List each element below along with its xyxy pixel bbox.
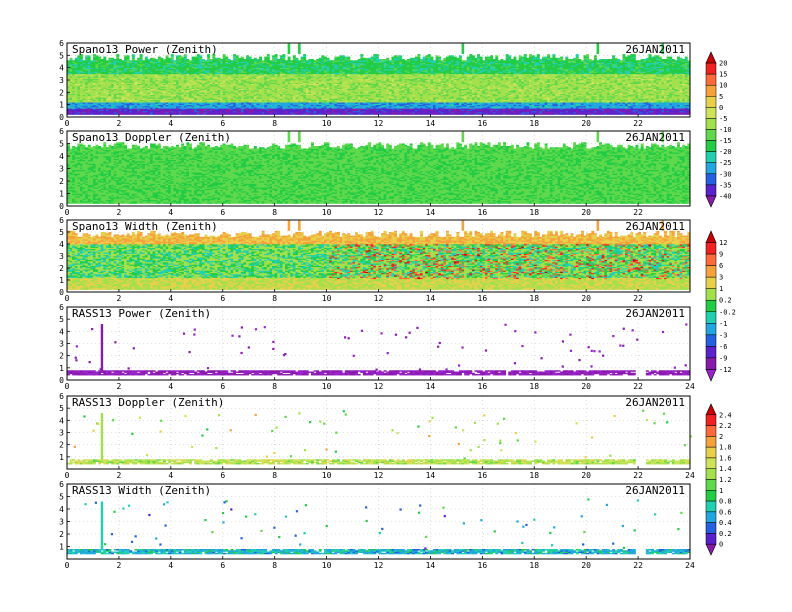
data-cell <box>308 59 311 61</box>
data-cell <box>173 60 176 62</box>
data-cell <box>122 60 125 62</box>
data-cell <box>254 58 257 60</box>
data-cell <box>103 57 106 59</box>
data-cell <box>109 58 112 60</box>
data-cell <box>233 54 236 56</box>
data-cell <box>90 60 93 62</box>
data-cell <box>75 58 78 60</box>
data-cell <box>334 57 337 59</box>
data-cell <box>259 57 262 59</box>
data-cell <box>282 54 285 56</box>
data-cell <box>119 59 122 61</box>
data-cell <box>275 54 278 56</box>
data-cell <box>277 59 280 61</box>
data-cell <box>192 57 195 59</box>
data-cell <box>285 60 288 62</box>
data-cell <box>137 58 140 60</box>
data-cell <box>70 58 73 60</box>
data-cell <box>142 60 145 62</box>
data-cell <box>264 57 267 59</box>
data-cell <box>303 54 306 56</box>
data-cell <box>319 58 322 60</box>
data-cell <box>158 57 161 59</box>
data-cell <box>155 59 158 61</box>
data-cell <box>153 58 156 60</box>
data-cell <box>257 59 260 61</box>
data-cell <box>269 60 272 62</box>
data-cell <box>301 57 304 59</box>
data-cell <box>160 58 163 60</box>
data-cell <box>327 58 330 60</box>
data-cell <box>210 59 213 61</box>
data-cell <box>246 55 249 57</box>
data-cell <box>267 54 270 56</box>
data-cell <box>249 57 252 59</box>
data-cell <box>134 60 137 62</box>
data-cell <box>228 59 231 61</box>
data-cell <box>251 59 254 61</box>
data-cell <box>106 60 109 62</box>
data-cell <box>295 58 298 60</box>
data-cell <box>218 58 221 60</box>
data-cell <box>101 59 104 61</box>
data-cell <box>83 60 86 62</box>
data-cell <box>262 60 265 62</box>
data-cell <box>220 59 223 61</box>
data-cell <box>314 60 317 62</box>
data-cell <box>236 55 239 57</box>
data-cell <box>202 59 205 61</box>
data-cell <box>311 59 314 61</box>
data-cell <box>163 59 166 61</box>
data-cell <box>145 57 148 59</box>
data-cell <box>342 55 345 57</box>
data-cell <box>223 54 226 56</box>
data-cell <box>298 60 301 62</box>
data-cell <box>244 59 247 61</box>
data-cell <box>288 57 291 59</box>
data-cell <box>324 57 327 59</box>
data-cell <box>129 60 132 62</box>
data-cell <box>186 59 189 61</box>
data-cell <box>290 60 293 62</box>
data-cell <box>181 57 184 59</box>
data-cell <box>114 59 117 61</box>
data-cell <box>241 57 244 59</box>
data-cell <box>272 55 275 57</box>
data-cell <box>194 57 197 59</box>
data-cell <box>98 57 101 59</box>
data-cell <box>316 59 319 61</box>
data-cell <box>293 55 296 57</box>
data-cell <box>205 60 208 62</box>
data-cell <box>150 58 153 60</box>
data-cell <box>280 55 283 57</box>
data-cell <box>231 60 234 62</box>
data-cell <box>332 60 335 62</box>
data-cell <box>306 60 309 62</box>
data-cell <box>168 58 171 60</box>
data-cell <box>321 55 324 57</box>
data-cell <box>215 58 218 60</box>
data-cell <box>111 58 114 60</box>
data-cell <box>189 60 192 62</box>
data-cell <box>329 60 332 62</box>
data-cell <box>72 60 75 62</box>
data-cell <box>337 57 340 59</box>
data-cell <box>340 55 343 57</box>
data-cell <box>147 59 150 61</box>
data-cell <box>238 58 241 60</box>
data-cell <box>225 57 228 59</box>
